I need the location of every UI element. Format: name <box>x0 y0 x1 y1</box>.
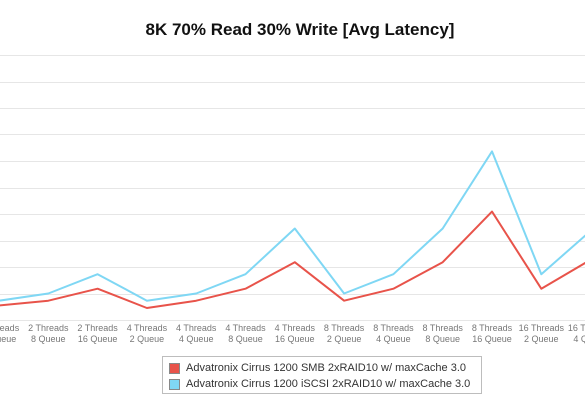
legend-item-smb[interactable]: Advatronix Cirrus 1200 SMB 2xRAID10 w/ m… <box>169 360 475 376</box>
x-tick-label: 8 Threads 2 Queue <box>324 323 365 344</box>
series-lines <box>0 150 585 309</box>
x-tick-label: 4 Threads 8 Queue <box>225 323 266 344</box>
legend-label-smb: Advatronix Cirrus 1200 SMB 2xRAID10 w/ m… <box>186 362 467 374</box>
x-tick-label: 2 Threads 16 Queue <box>77 323 118 344</box>
x-tick-label: 2 Threads 8 Queue <box>28 323 69 344</box>
x-tick-label: 4 Threads 4 Queue <box>176 323 217 344</box>
legend: Advatronix Cirrus 1200 SMB 2xRAID10 w/ m… <box>162 356 482 394</box>
legend-swatch-iscsi <box>169 378 180 390</box>
chart-title: 8K 70% Read 30% Write [Avg Latency] <box>145 20 455 39</box>
x-tick-label: 8 Threads 8 Queue <box>423 323 464 344</box>
x-tick-label: 8 Threads 4 Queue <box>373 323 414 344</box>
series-line-1 <box>0 150 585 302</box>
series-line-0 <box>0 210 585 309</box>
x-tick-label: 8 Threads 16 Queue <box>472 323 513 344</box>
gridlines <box>0 55 585 321</box>
legend-label-iscsi: Advatronix Cirrus 1200 iSCSI 2xRAID10 w/… <box>186 378 471 390</box>
legend-item-iscsi[interactable]: Advatronix Cirrus 1200 iSCSI 2xRAID10 w/… <box>169 376 475 392</box>
x-tick-label: 4 Threads 2 Queue <box>127 323 168 344</box>
x-tick-label: 16 Threads 2 Queue <box>519 323 565 344</box>
legend-swatch-smb <box>169 362 180 374</box>
x-tick-label: 4 Threads 16 Queue <box>275 323 316 344</box>
